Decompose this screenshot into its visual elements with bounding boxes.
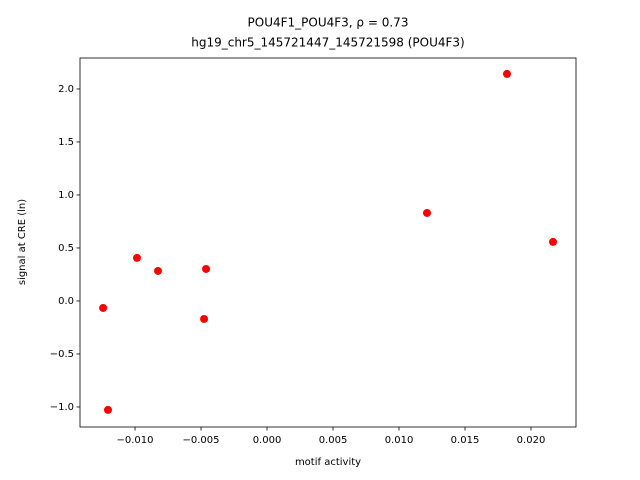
point — [422, 208, 431, 217]
x-tick-label: 0.005 — [319, 435, 348, 446]
x-tick-label: 0.020 — [517, 435, 546, 446]
point — [103, 405, 112, 414]
y-tick-label: 1.0 — [58, 190, 74, 201]
x-tick-label: 0.010 — [385, 435, 414, 446]
point — [133, 253, 142, 262]
x-tick-label: −0.005 — [183, 435, 220, 446]
x-tick-label: 0.000 — [253, 435, 282, 446]
x-tick-label: 0.015 — [451, 435, 480, 446]
y-tick-label: 0.0 — [58, 296, 74, 307]
y-tick-label: 0.5 — [58, 243, 74, 254]
x-tick-label: −0.010 — [117, 435, 154, 446]
chart-subtitle: hg19_chr5_145721447_145721598 (POU4F3) — [191, 36, 465, 50]
y-tick-label: 1.5 — [58, 137, 74, 148]
x-axis-label: motif activity — [295, 457, 361, 468]
axes-frame — [79, 57, 577, 428]
point — [200, 314, 209, 323]
y-tick-label: −1.0 — [50, 402, 74, 413]
point — [154, 266, 163, 275]
point — [502, 69, 511, 78]
y-tick-label: 2.0 — [58, 84, 74, 95]
point — [202, 264, 211, 273]
point — [549, 237, 558, 246]
point — [99, 303, 108, 312]
y-axis-label: signal at CRE (ln) — [17, 199, 28, 285]
chart-title: POU4F1_POU4F3, ρ = 0.73 — [248, 16, 409, 30]
y-tick-label: −0.5 — [50, 349, 74, 360]
